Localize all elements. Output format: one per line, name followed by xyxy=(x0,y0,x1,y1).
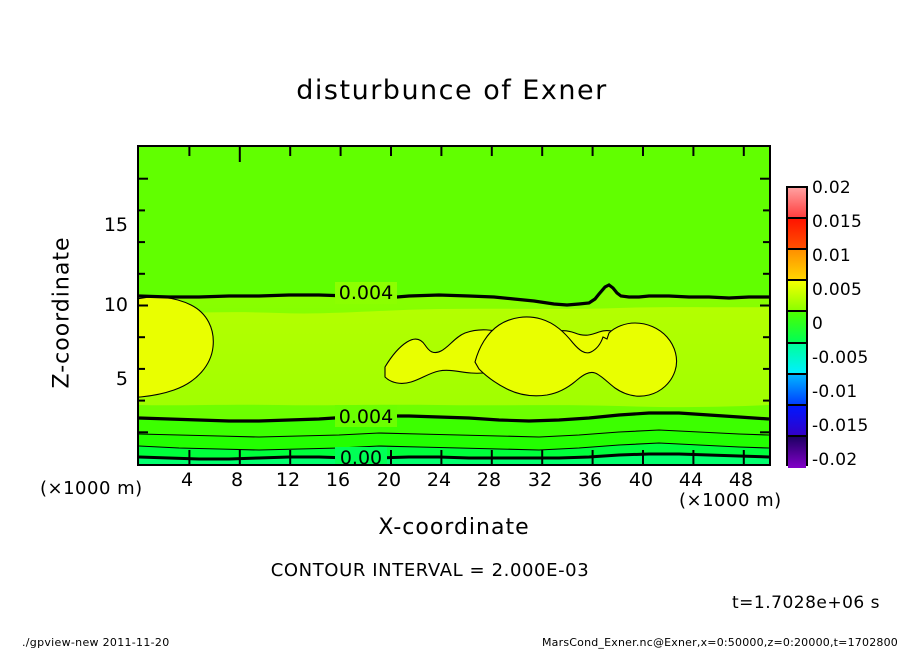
page-title: disturbunce of Exner xyxy=(296,75,608,106)
colorbar-band-2 xyxy=(788,250,806,282)
colorbar-band-1 xyxy=(788,219,806,251)
colorbar-label-0.02: 0.02 xyxy=(812,178,852,198)
y-axis-ticks xyxy=(139,177,148,434)
y-tick-label-15: 15 xyxy=(103,214,128,236)
x-axis-ticks-top xyxy=(188,147,745,162)
contour-plot-canvas: 0.004 0.004 0.00 xyxy=(137,145,771,466)
x-tick-label-8: 8 xyxy=(230,469,244,491)
contour-label-zero: 0.00 xyxy=(335,447,387,464)
x-axis-title: X-coordinate xyxy=(378,515,530,540)
y-axis-unit-label: (×1000 m) xyxy=(40,478,143,499)
x-axis-unit-label: (×1000 m) xyxy=(679,490,782,511)
colorbar-label-0.015: 0.015 xyxy=(812,212,863,232)
contour-field: 0.004 0.004 0.00 xyxy=(139,147,769,464)
colorbar-band-3 xyxy=(788,281,806,313)
contour-label-upper: 0.004 xyxy=(335,282,397,304)
x-tick-label-36: 36 xyxy=(577,469,603,491)
y-tick-label-5: 5 xyxy=(115,368,128,390)
y-axis-ticks-right xyxy=(760,177,769,434)
x-tick-label-4: 4 xyxy=(180,469,194,491)
contour-label-zero-text: 0.00 xyxy=(340,447,382,464)
x-tick-label-28: 28 xyxy=(476,469,502,491)
x-tick-label-20: 20 xyxy=(376,469,402,491)
colorbar-label-0: 0 xyxy=(812,314,824,334)
y-tick-label-10: 10 xyxy=(103,294,128,316)
colorbar-label--0.005: -0.005 xyxy=(812,348,869,368)
colorbar-band-0 xyxy=(788,188,806,220)
colorbar-label-0.01: 0.01 xyxy=(812,246,852,266)
colorbar-label-0.005: 0.005 xyxy=(812,280,863,300)
colorbar-band-8 xyxy=(788,436,806,468)
x-tick-label-24: 24 xyxy=(426,469,452,491)
colorbar-band-5 xyxy=(788,343,806,375)
x-tick-label-44: 44 xyxy=(678,469,704,491)
x-tick-label-16: 16 xyxy=(325,469,351,491)
x-tick-label-32: 32 xyxy=(527,469,553,491)
time-annotation: t=1.7028e+06 s xyxy=(732,593,880,613)
colorbar xyxy=(786,186,808,468)
contour-label-lower-text: 0.004 xyxy=(339,406,393,428)
colorbar-band-7 xyxy=(788,405,806,437)
contour-interval-annotation: CONTOUR INTERVAL = 2.000E-03 xyxy=(270,560,590,581)
colorbar-band-4 xyxy=(788,312,806,344)
colorbar-label--0.015: -0.015 xyxy=(812,416,869,436)
footer-command: ./gpview-new 2011-11-20 xyxy=(22,636,170,649)
colorbar-band-6 xyxy=(788,374,806,406)
x-tick-label-48: 48 xyxy=(728,469,754,491)
y-axis-title: Z-coordinate xyxy=(49,236,75,389)
contour-label-lower: 0.004 xyxy=(335,405,397,428)
x-tick-label-12: 12 xyxy=(275,469,301,491)
footer-source: MarsCond_Exner.nc@Exner,x=0:50000,z=0:20… xyxy=(541,636,898,649)
colorbar-label--0.01: -0.01 xyxy=(812,382,858,402)
contour-label-upper-text: 0.004 xyxy=(339,282,393,304)
x-tick-label-40: 40 xyxy=(628,469,654,491)
colorbar-label--0.02: -0.02 xyxy=(812,450,858,470)
